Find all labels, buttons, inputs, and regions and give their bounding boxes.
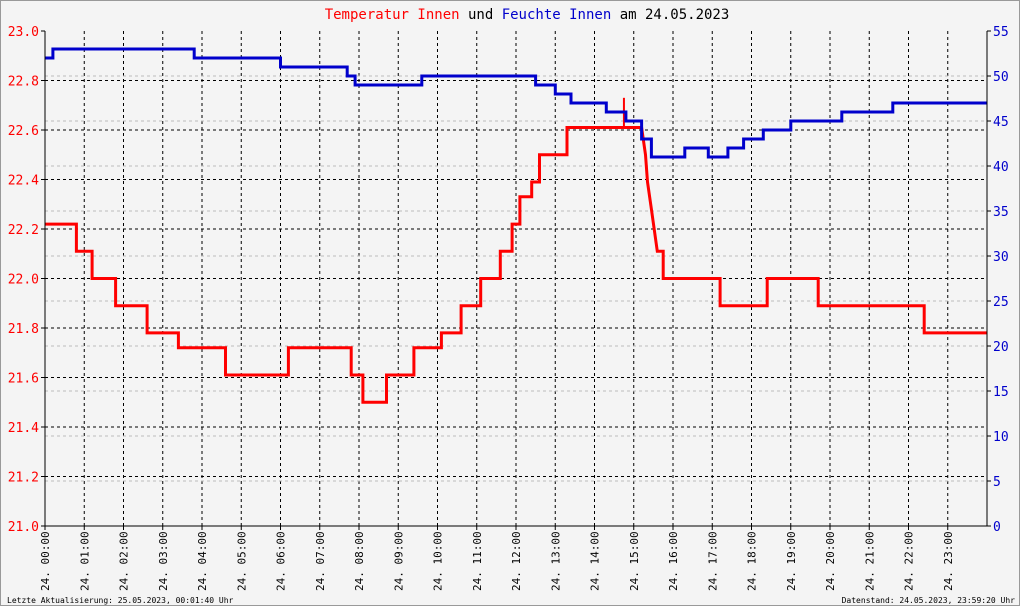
y-left-tick-label: 21.4 <box>8 421 39 436</box>
grid <box>45 31 987 526</box>
y-left-tick-label: 23.0 <box>8 25 39 40</box>
x-tick-label: 24. 21:00 <box>863 531 876 591</box>
y-left-tick-label: 21.2 <box>8 471 39 486</box>
y-left-tick-label: 22.6 <box>8 124 39 139</box>
x-tick-label: 24. 22:00 <box>903 531 916 591</box>
chart-title: Temperatur Innen und Feuchte Innen am 24… <box>325 7 730 23</box>
x-tick-label: 24. 05:00 <box>235 531 248 591</box>
x-tick-label: 24. 19:00 <box>785 531 798 591</box>
x-tick-label: 24. 08:00 <box>353 531 366 591</box>
x-tick-label: 24. 04:00 <box>196 531 209 591</box>
y-right-tick-label: 55 <box>993 25 1009 40</box>
x-tick-label: 24. 09:00 <box>392 531 405 591</box>
y-right-tick-label: 5 <box>993 475 1001 490</box>
axes: 21.0 21.2 21.4 21.6 21.8 22.0 22.2 22.4 22.6 22.8… <box>8 25 1009 591</box>
x-tick-label: 24. 03:00 <box>157 531 170 591</box>
x-tick-label: 24. 00:00 <box>39 531 52 591</box>
x-tick-label: 24. 17:00 <box>706 531 719 591</box>
y-right-tick-label: 50 <box>993 70 1009 85</box>
footer-right: Datenstand: 24.05.2023, 23:59:20 Uhr <box>842 596 1016 605</box>
title-part: am 24.05.2023 <box>611 7 729 23</box>
x-tick-label: 24. 13:00 <box>549 531 562 591</box>
title-part: Temperatur Innen <box>325 7 460 23</box>
y-right-tick-label: 10 <box>993 430 1009 445</box>
footer-left: Letzte Aktualisierung: 25.05.2023, 00:01… <box>7 596 234 605</box>
x-tick-label: 24. 20:00 <box>824 531 837 591</box>
y-right-tick-label: 35 <box>993 205 1009 220</box>
y-right-tick-label: 15 <box>993 385 1009 400</box>
series-group <box>45 47 987 404</box>
series-line-temperatur <box>45 126 987 404</box>
y-left-tick-label: 22.2 <box>8 223 39 238</box>
x-tick-label: 24. 02:00 <box>118 531 131 591</box>
x-tick-label: 24. 18:00 <box>746 531 759 591</box>
y-right-tick-label: 0 <box>993 520 1001 535</box>
x-tick-label: 24. 23:00 <box>942 531 955 591</box>
x-tick-label: 24. 14:00 <box>589 531 602 591</box>
x-tick-label: 24. 01:00 <box>78 531 91 591</box>
title-part: Feuchte Innen <box>502 7 612 23</box>
x-tick-label: 24. 16:00 <box>667 531 680 591</box>
y-right-tick-label: 40 <box>993 160 1009 175</box>
y-right-tick-label: 45 <box>993 115 1009 130</box>
x-tick-label: 24. 07:00 <box>314 531 327 591</box>
y-left-tick-label: 22.0 <box>8 273 39 288</box>
y-left-tick-label: 22.8 <box>8 75 39 90</box>
y-left-tick-label: 21.0 <box>8 520 39 535</box>
y-right-tick-label: 30 <box>993 250 1009 265</box>
y-left-tick-label: 21.8 <box>8 322 39 337</box>
x-tick-label: 24. 06:00 <box>275 531 288 591</box>
y-right-tick-label: 20 <box>993 340 1009 355</box>
x-tick-label: 24. 15:00 <box>628 531 641 591</box>
x-tick-label: 24. 11:00 <box>471 531 484 591</box>
x-tick-label: 24. 10:00 <box>432 531 445 591</box>
title-part: und <box>460 7 502 23</box>
x-tick-label: 24. 12:00 <box>510 531 523 591</box>
series-line-feuchte <box>45 47 987 159</box>
y-left-tick-label: 21.6 <box>8 372 39 387</box>
y-right-tick-label: 25 <box>993 295 1009 310</box>
y-left-tick-label: 22.4 <box>8 174 39 189</box>
